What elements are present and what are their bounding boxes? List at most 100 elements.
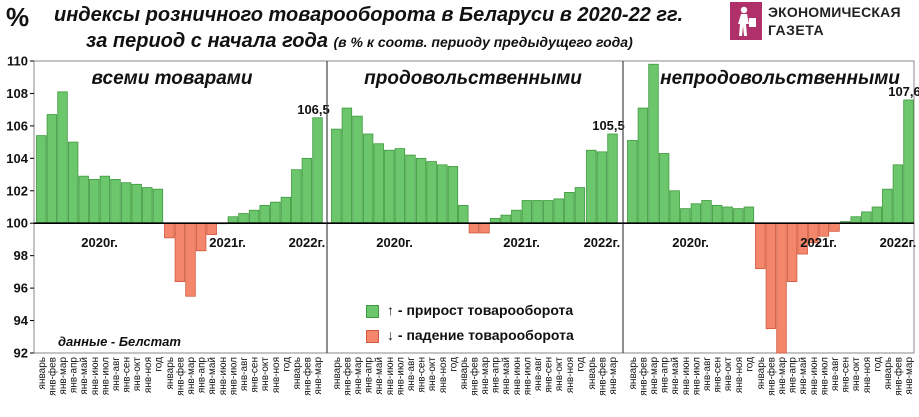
x-tick-label: янв-ноя: [862, 357, 873, 393]
bar-decline: [174, 222, 186, 283]
legend-decline: ↓ - падение товарооборота: [366, 327, 574, 343]
y-unit-label: %: [6, 2, 30, 32]
x-tick-label: янв-авг: [406, 357, 417, 391]
legend-growth-label: ↑ - прирост товарооборота: [387, 302, 574, 318]
x-tick-label: янв-ноя: [438, 357, 449, 393]
bar-growth: [131, 183, 142, 224]
x-tick-label: год: [744, 357, 755, 372]
bar-growth: [521, 200, 533, 224]
x-tick-label: янв-июл: [100, 357, 111, 395]
x-tick-label: янв-ноя: [565, 357, 576, 393]
bar-growth: [722, 206, 733, 224]
bar-growth: [574, 187, 586, 224]
bar-growth: [227, 216, 239, 224]
source-note: данные - Белстат: [58, 334, 181, 349]
x-tick-label: январь: [292, 357, 303, 389]
subtitle-note: (в % к соотв. периоду предыдущего года): [333, 34, 633, 50]
bar-growth: [596, 151, 608, 224]
x-tick-label: янв-окт: [132, 357, 143, 392]
bar-growth: [280, 196, 292, 224]
chart-subtitle: за период с начала года (в % к соотв. пе…: [86, 30, 633, 53]
year-label: 2022г.: [584, 235, 621, 250]
bar-growth: [892, 164, 904, 224]
x-tick-label: янв-окт: [260, 357, 271, 392]
x-tick-label: янв-июл: [395, 357, 406, 395]
x-tick-label: янв-апр: [69, 357, 80, 394]
x-tick-label: январь: [37, 357, 48, 389]
bar-growth: [373, 143, 384, 224]
bar-decline: [755, 222, 766, 270]
y-tick-label: 108: [6, 86, 28, 101]
x-tick-label: янв-фев: [341, 357, 353, 396]
bar-growth: [500, 214, 511, 224]
bar-growth: [607, 133, 618, 224]
bar-growth: [142, 187, 153, 224]
legend-growth: ↑ - прирост товарооборота: [366, 302, 573, 318]
bar-growth: [861, 211, 872, 224]
subtitle-main: за период с начала года: [86, 30, 328, 52]
logo-mark: [730, 2, 762, 40]
legend-growth-swatch: [366, 304, 379, 318]
bar-growth: [384, 149, 395, 224]
bar-growth: [394, 148, 406, 224]
x-tick-label: янв-окт: [427, 357, 438, 392]
bar-growth: [120, 182, 132, 224]
bar-decline: [195, 222, 207, 252]
x-tick-label: янв-апр: [788, 357, 799, 394]
x-tick-label: год: [872, 357, 883, 372]
x-tick-label: янв-апр: [491, 357, 502, 394]
x-tick-label: янв-май: [207, 357, 218, 395]
x-tick-label: янв-сен: [544, 357, 555, 393]
bar-decline: [185, 222, 196, 297]
value-annotation: 106,5: [297, 102, 330, 117]
bar-growth: [78, 175, 89, 224]
x-tick-label: янв-мар: [480, 357, 491, 395]
year-label: 2021г.: [209, 235, 246, 250]
bar-decline: [786, 222, 798, 283]
x-tick-label: январь: [587, 357, 598, 389]
bar-growth: [259, 204, 270, 224]
x-tick-label: янв-мар: [649, 357, 660, 395]
x-tick-label: янв-июн: [218, 357, 229, 395]
y-tick-label: 96: [14, 281, 28, 296]
x-tick-label: янв-окт: [723, 357, 734, 392]
x-tick-label: январь: [332, 357, 343, 389]
y-tick-label: 106: [6, 118, 28, 133]
x-tick-label: янв-окт: [851, 357, 862, 392]
bar-growth: [850, 216, 861, 224]
year-label: 2022г.: [289, 235, 326, 250]
value-annotation: 105,5: [592, 118, 625, 133]
bar-growth: [680, 208, 691, 224]
x-tick-label: янв-июл: [819, 357, 830, 395]
x-tick-label: янв-июн: [681, 357, 692, 395]
x-tick-label: янв-апр: [364, 357, 375, 394]
bar-decline: [206, 222, 217, 235]
bar-growth: [564, 191, 575, 224]
x-tick-label: янв-июл: [522, 357, 533, 395]
x-tick-label: янв-сен: [841, 357, 852, 393]
x-tick-label: январь: [628, 357, 639, 389]
x-tick-label: январь: [459, 357, 470, 389]
value-annotation: 107,6: [888, 84, 919, 99]
bar-growth: [89, 179, 100, 224]
x-tick-label: январь: [165, 357, 176, 389]
x-tick-label: янв-сен: [250, 357, 261, 393]
bar-growth: [882, 188, 893, 224]
y-tick-label: 100: [6, 216, 28, 231]
bar-growth: [447, 166, 459, 224]
logo-line-1: ЭКОНОМИЧЕСКАЯ: [768, 4, 901, 20]
x-tick-label: янв-фев: [892, 357, 904, 396]
x-tick-label: янв-июн: [512, 357, 523, 395]
x-tick-label: янв-авг: [830, 357, 841, 391]
bar-growth: [903, 99, 914, 224]
bar-growth: [352, 115, 363, 224]
x-tick-label: янв-июн: [385, 357, 396, 395]
bar-growth: [426, 161, 437, 224]
x-tick-label: янв-ноя: [271, 357, 282, 393]
bar-growth: [67, 141, 79, 224]
x-tick-label: янв-июл: [691, 357, 702, 395]
bar-growth: [733, 208, 744, 224]
x-tick-label: янв-фев: [174, 357, 186, 396]
x-tick-label: янв-июн: [809, 357, 820, 395]
x-tick-label: янв-сен: [122, 357, 133, 393]
